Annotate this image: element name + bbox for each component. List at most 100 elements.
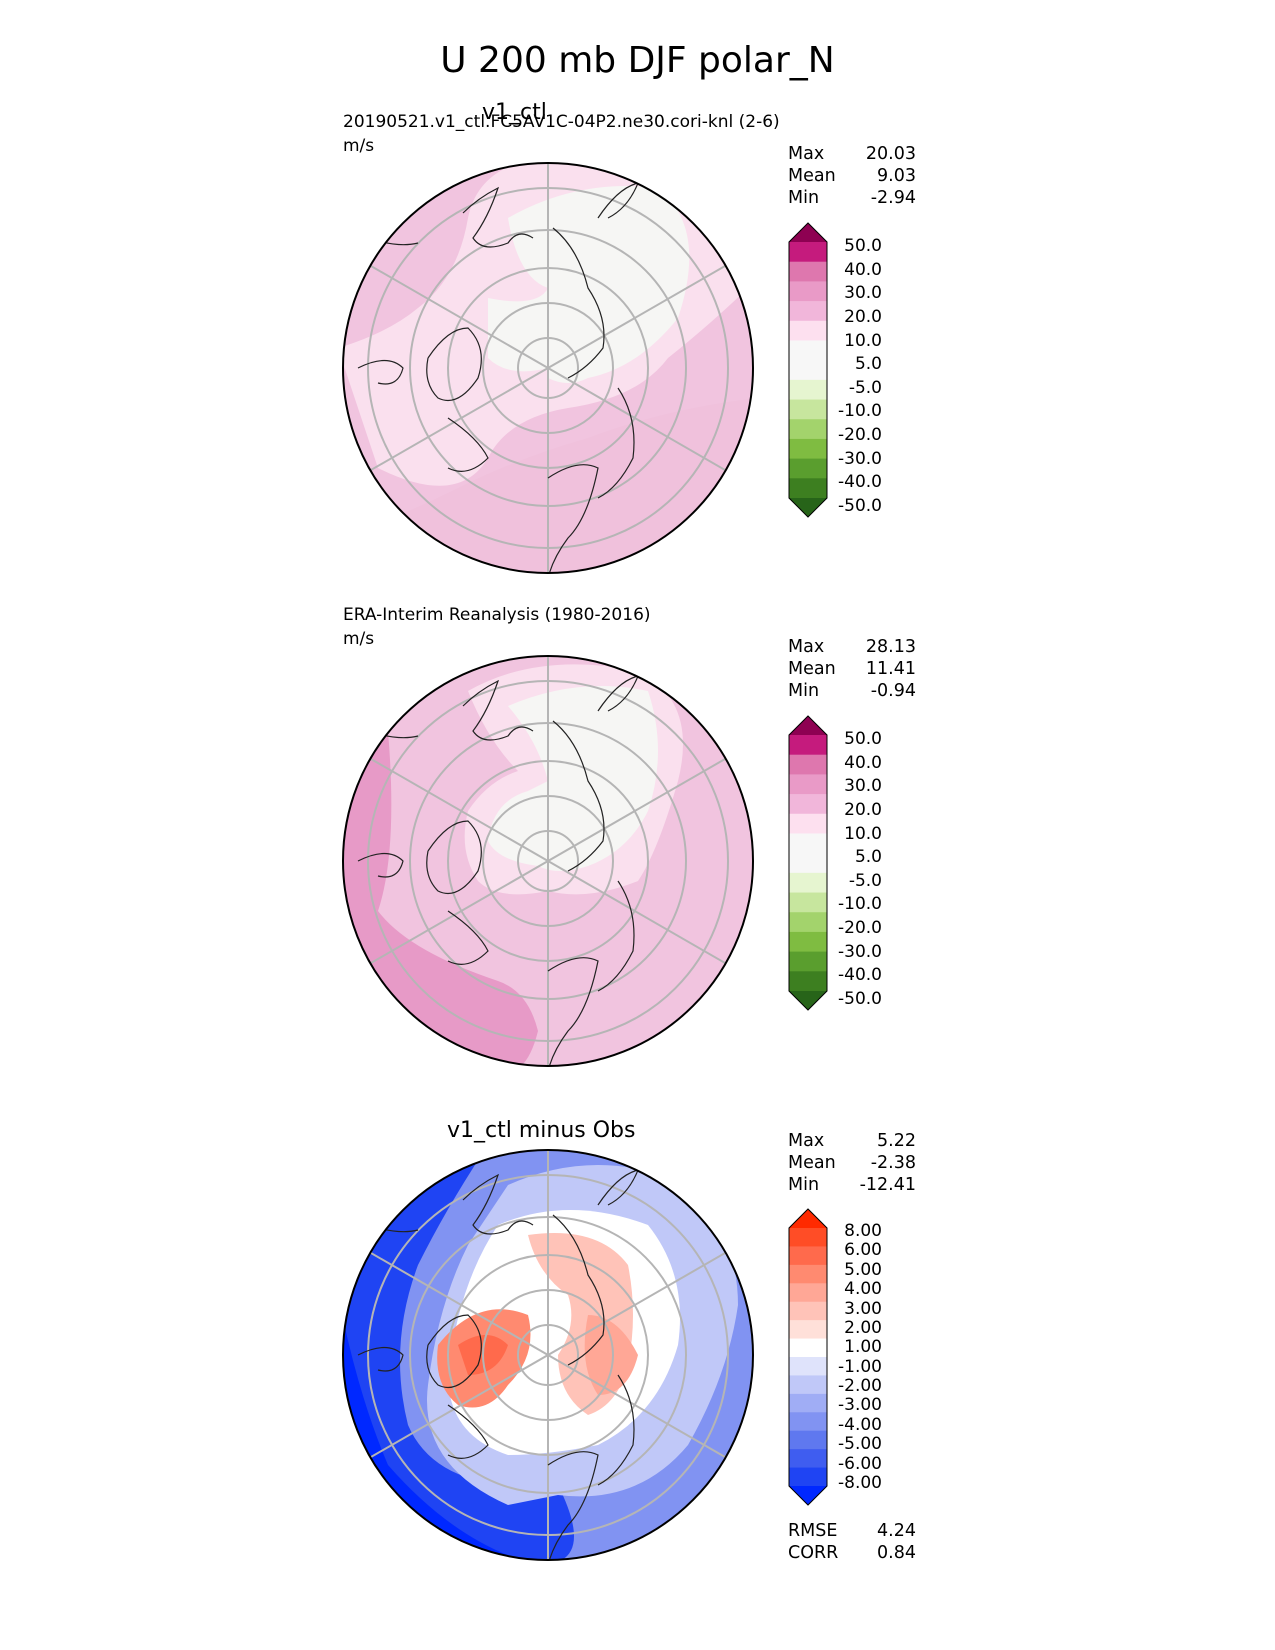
colorbar-bottom-extension: [789, 1486, 827, 1505]
stat-label: Max: [788, 1131, 825, 1151]
colorbar-segment: [789, 340, 827, 361]
graticule: [343, 163, 753, 573]
colorbar-tick-label: 40.0: [844, 259, 882, 280]
panel3-stats: Max 5.22 Mean -2.38 Min -12.41: [788, 1130, 916, 1196]
colorbar-tick-label: 10.0: [844, 330, 882, 351]
panel1-units: m/s: [343, 136, 375, 156]
colorbar-segment: [789, 1357, 827, 1376]
colorbar-tick-label: 30.0: [844, 283, 882, 304]
colorbar-segment: [789, 379, 827, 401]
colorbar-segment: [789, 1393, 827, 1413]
stat-label: Min: [788, 681, 820, 701]
colorbar-segment: [789, 458, 827, 479]
colorbar-segment: [789, 301, 827, 322]
colorbar-segment: [789, 360, 827, 381]
map-fill-near-zero: [508, 186, 690, 383]
metric-value: 4.24: [877, 1521, 916, 1541]
colorbar-segment: [789, 399, 827, 420]
colorbar-segment: [789, 774, 827, 795]
stat-value: -2.94: [870, 188, 916, 208]
stat-label: Max: [788, 637, 825, 657]
colorbar-tick-label: 20.0: [844, 799, 882, 820]
colorbar-segment: [789, 735, 827, 756]
colorbar-tick-label: -5.0: [848, 870, 882, 891]
colorbar-segment: [789, 1320, 827, 1340]
colorbar-tick-label: -5.00: [838, 1434, 882, 1455]
panel1-polar-map: [342, 162, 754, 574]
colorbar-segment: [789, 438, 827, 460]
panel1-run-label: 20190521.v1_ctl.FC5AV1C-04P2.ne30.cori-k…: [343, 112, 780, 132]
colorbar-segment: [789, 1338, 827, 1358]
colorbar-tick-label: 5.0: [854, 847, 882, 868]
colorbar-outline: [788, 715, 828, 1011]
stat-value: -12.41: [859, 1175, 916, 1195]
metric-label: CORR: [788, 1543, 839, 1563]
colorbar-tick-label: 40.0: [844, 752, 882, 773]
colorbar-segment: [789, 931, 827, 953]
colorbar-tick-label: 20.0: [844, 306, 882, 327]
colorbar-segment: [789, 1430, 827, 1450]
colorbar-tick-label: -30.0: [838, 941, 882, 962]
colorbar-tick-label: 1.00: [844, 1337, 882, 1358]
colorbar-segment: [789, 320, 827, 341]
colorbar-segment: [789, 971, 827, 992]
panel3-title: v1_ctl minus Obs: [447, 1118, 636, 1143]
colorbar-segment: [789, 1301, 827, 1321]
colorbar-segment: [789, 1246, 827, 1266]
colorbar-segment: [789, 1375, 827, 1395]
panel3-metrics: RMSE 4.24 CORR 0.84: [788, 1520, 916, 1564]
colorbar-tick-label: -3.00: [838, 1395, 882, 1416]
colorbar-tick-label: 30.0: [844, 776, 882, 797]
colorbar-tick-label: -40.0: [838, 965, 882, 986]
map-fill-pos3: [584, 1315, 638, 1395]
colorbar-tick-label: -5.0: [848, 377, 882, 398]
panel2-stats: Max 28.13 Mean 11.41 Min -0.94: [788, 636, 916, 702]
stat-value: 5.22: [877, 1131, 916, 1151]
colorbar-segment: [789, 794, 827, 815]
colorbar-tick-label: 50.0: [844, 729, 882, 749]
panel3-polar-map: [342, 1149, 754, 1561]
stat-label: Mean: [788, 166, 836, 186]
stat-value: 20.03: [865, 144, 916, 164]
panel2-colorbar-labels: 50.0 40.0 30.0 20.0 10.0 5.0 -5.0 -10.0 -20.0 -30…: [822, 729, 882, 1009]
colorbar-segment: [789, 478, 827, 499]
stat-label: Min: [788, 1175, 820, 1195]
colorbar-tick-label: 5.0: [854, 354, 882, 375]
colorbar-outline: [788, 222, 828, 518]
coastlines: [357, 1169, 639, 1560]
figure-title: U 200 mb DJF polar_N: [440, 40, 835, 81]
colorbar-tick-label: -10.0: [838, 894, 882, 915]
map-fill-near-zero: [488, 686, 658, 871]
colorbar-tick-label: -10.0: [838, 401, 882, 422]
stat-value: -0.94: [870, 681, 916, 701]
panel2-units: m/s: [343, 629, 375, 649]
colorbar-tick-label: -4.00: [838, 1414, 882, 1435]
colorbar-tick-label: 5.00: [844, 1259, 882, 1280]
colorbar-segment: [789, 813, 827, 834]
colorbar-tick-label: -50.0: [838, 989, 882, 1009]
colorbar-tick-label: -1.00: [838, 1356, 882, 1377]
colorbar-segment: [789, 853, 827, 874]
colorbar-tick-label: 2.00: [844, 1317, 882, 1338]
stat-value: 28.13: [865, 637, 916, 657]
colorbar-tick-label: 3.00: [844, 1298, 882, 1319]
colorbar-tick-label: -20.0: [838, 425, 882, 446]
colorbar-segment: [789, 912, 827, 933]
stat-value: 11.41: [865, 659, 916, 679]
colorbar-outline: [788, 1208, 828, 1506]
colorbar-segment: [789, 951, 827, 972]
colorbar-tick-label: 50.0: [844, 236, 882, 256]
colorbar-segment: [789, 1228, 827, 1247]
panel1-colorbar-labels: 50.0 40.0 30.0 20.0 10.0 5.0 -5.0 -10.0 -20.0 -30…: [822, 236, 882, 516]
colorbar-tick-label: 6.00: [844, 1240, 882, 1261]
colorbar-tick-label: -40.0: [838, 472, 882, 493]
colorbar-tick-label: 8.00: [844, 1221, 882, 1241]
colorbar-tick-label: -20.0: [838, 918, 882, 939]
panel1-colorbar: [788, 222, 828, 518]
stat-value: 9.03: [877, 166, 916, 186]
colorbar-segment: [789, 1412, 827, 1432]
stat-value: -2.38: [870, 1153, 916, 1173]
stat-label: Mean: [788, 1153, 836, 1173]
colorbar-tick-label: -6.00: [838, 1453, 882, 1474]
map-fill-neg6: [343, 1150, 574, 1560]
